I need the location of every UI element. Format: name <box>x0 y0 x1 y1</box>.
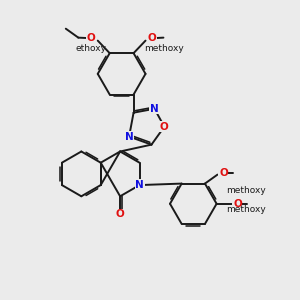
Text: O: O <box>160 122 169 132</box>
Text: N: N <box>125 132 134 142</box>
Text: O: O <box>233 199 242 209</box>
Text: methoxy: methoxy <box>144 44 184 53</box>
Text: O: O <box>87 33 95 43</box>
Text: ethoxy: ethoxy <box>75 44 106 53</box>
Text: methoxy: methoxy <box>226 205 266 214</box>
Text: N: N <box>150 104 159 114</box>
Text: O: O <box>116 209 124 219</box>
Text: O: O <box>148 33 157 43</box>
Text: N: N <box>135 180 144 190</box>
Text: methoxy: methoxy <box>226 186 266 195</box>
Text: O: O <box>219 168 228 178</box>
